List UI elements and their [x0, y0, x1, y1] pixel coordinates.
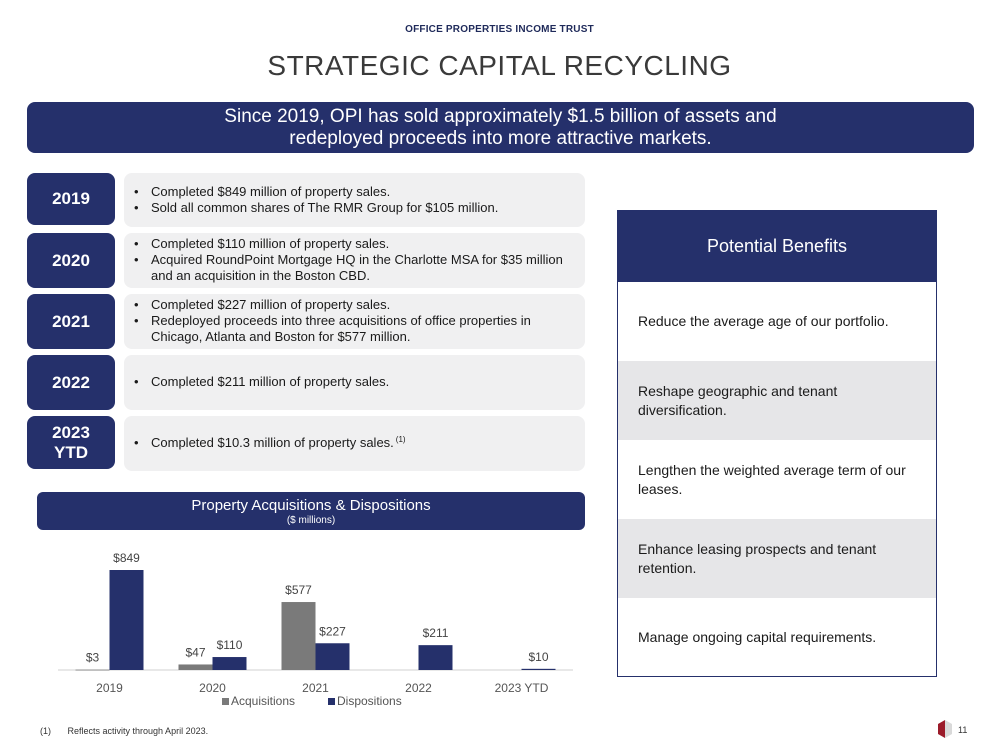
footnote: (1) Reflects activity through April 2023…	[40, 726, 208, 736]
bullet-item: Sold all common shares of The RMR Group …	[134, 200, 577, 216]
legend-label-acquisitions: Acquisitions	[231, 694, 295, 708]
benefits-heading: Potential Benefits	[618, 211, 936, 282]
banner-line-1: Since 2019, OPI has sold approximately $…	[224, 106, 777, 127]
bar-dispositions-2022	[418, 645, 453, 670]
chart-header: Property Acquisitions & Dispositions ($ …	[37, 492, 585, 530]
page-title: STRATEGIC CAPITAL RECYCLING	[267, 50, 732, 81]
bullet-text: Completed $10.3 million of property sale…	[151, 435, 394, 450]
bullet-item: Acquired RoundPoint Mortgage HQ in the C…	[134, 252, 577, 284]
legend-swatch-acquisitions	[222, 698, 229, 705]
footnote-ref: (1)	[395, 434, 406, 444]
chart-title: Property Acquisitions & Dispositions	[191, 497, 431, 514]
data-label: $849	[113, 551, 140, 565]
summary-banner: Since 2019, OPI has sold approximately $…	[27, 102, 974, 153]
data-label: $47	[185, 645, 205, 659]
year-badge-line-2: YTD	[54, 442, 88, 462]
year-details: Completed $10.3 million of property sale…	[124, 416, 585, 471]
benefit-item: Reshape geographic and tenant diversific…	[618, 361, 936, 440]
footnote-number: (1)	[40, 726, 51, 736]
year-details: Completed $227 million of property sales…	[124, 294, 585, 349]
bar-dispositions-2023-ytd	[521, 668, 556, 670]
bar-acquisitions-2021	[281, 602, 316, 670]
benefit-item: Reduce the average age of our portfolio.	[638, 313, 889, 329]
year-details: Completed $110 million of property sales…	[124, 233, 585, 288]
data-label: $110	[217, 638, 243, 652]
x-tick-label: 2023 YTD	[495, 681, 549, 695]
x-tick-label: 2022	[405, 681, 432, 695]
data-label: $3	[86, 651, 100, 665]
footnote-text: Reflects activity through April 2023.	[67, 726, 209, 736]
bullet-item: Completed $211 million of property sales…	[134, 374, 577, 390]
data-label: $10	[528, 650, 548, 664]
bar-dispositions-2020	[212, 657, 247, 670]
bar-acquisitions-2019	[75, 669, 110, 671]
opi-logo-icon	[938, 720, 952, 738]
chart-subtitle: ($ millions)	[286, 515, 336, 526]
bullet-item: Completed $10.3 million of property sale…	[134, 435, 577, 451]
x-tick-label: 2020	[199, 681, 226, 695]
year-details: Completed $849 million of property sales…	[124, 173, 585, 227]
data-label: $211	[423, 626, 449, 640]
bullet-item: Completed $849 million of property sales…	[134, 184, 577, 200]
banner-line-2: redeployed proceeds into more attractive…	[289, 128, 712, 149]
acquisitions-dispositions-chart: $3 $849 2019 $47 $110 2020 $577 $227 2021 $211 202…	[58, 551, 573, 708]
benefit-item: Manage ongoing capital requirements.	[638, 629, 877, 645]
year-badge: 2023 YTD	[27, 416, 115, 469]
year-badge: 2019	[27, 173, 115, 225]
year-badge-line-1: 2023	[52, 422, 90, 442]
benefits-panel: Potential Benefits Reduce the average ag…	[617, 210, 937, 677]
bar-dispositions-2021	[315, 643, 350, 670]
x-tick-label: 2019	[96, 681, 123, 695]
benefit-item: Lengthen the weighted average term of ou…	[638, 461, 906, 497]
bar-dispositions-2019	[109, 570, 144, 670]
bar-acquisitions-2020	[178, 664, 213, 670]
data-label: $577	[285, 583, 312, 597]
bullet-item: Completed $227 million of property sales…	[134, 297, 577, 313]
page-number: 11	[958, 725, 968, 735]
legend-label-dispositions: Dispositions	[337, 694, 402, 708]
year-badge: 2022	[27, 355, 115, 410]
year-badge: 2021	[27, 294, 115, 349]
bullet-item: Completed $110 million of property sales…	[134, 236, 577, 252]
year-badge: 2020	[27, 233, 115, 288]
x-tick-label: 2021	[302, 681, 329, 695]
bullet-item: Redeployed proceeds into three acquisiti…	[134, 313, 577, 345]
company-name: OFFICE PROPERTIES INCOME TRUST	[405, 24, 594, 35]
data-label: $227	[319, 624, 346, 638]
year-details: Completed $211 million of property sales…	[124, 355, 585, 410]
legend-swatch-dispositions	[328, 698, 335, 705]
benefit-item: Enhance leasing prospects and tenant ret…	[618, 519, 936, 598]
